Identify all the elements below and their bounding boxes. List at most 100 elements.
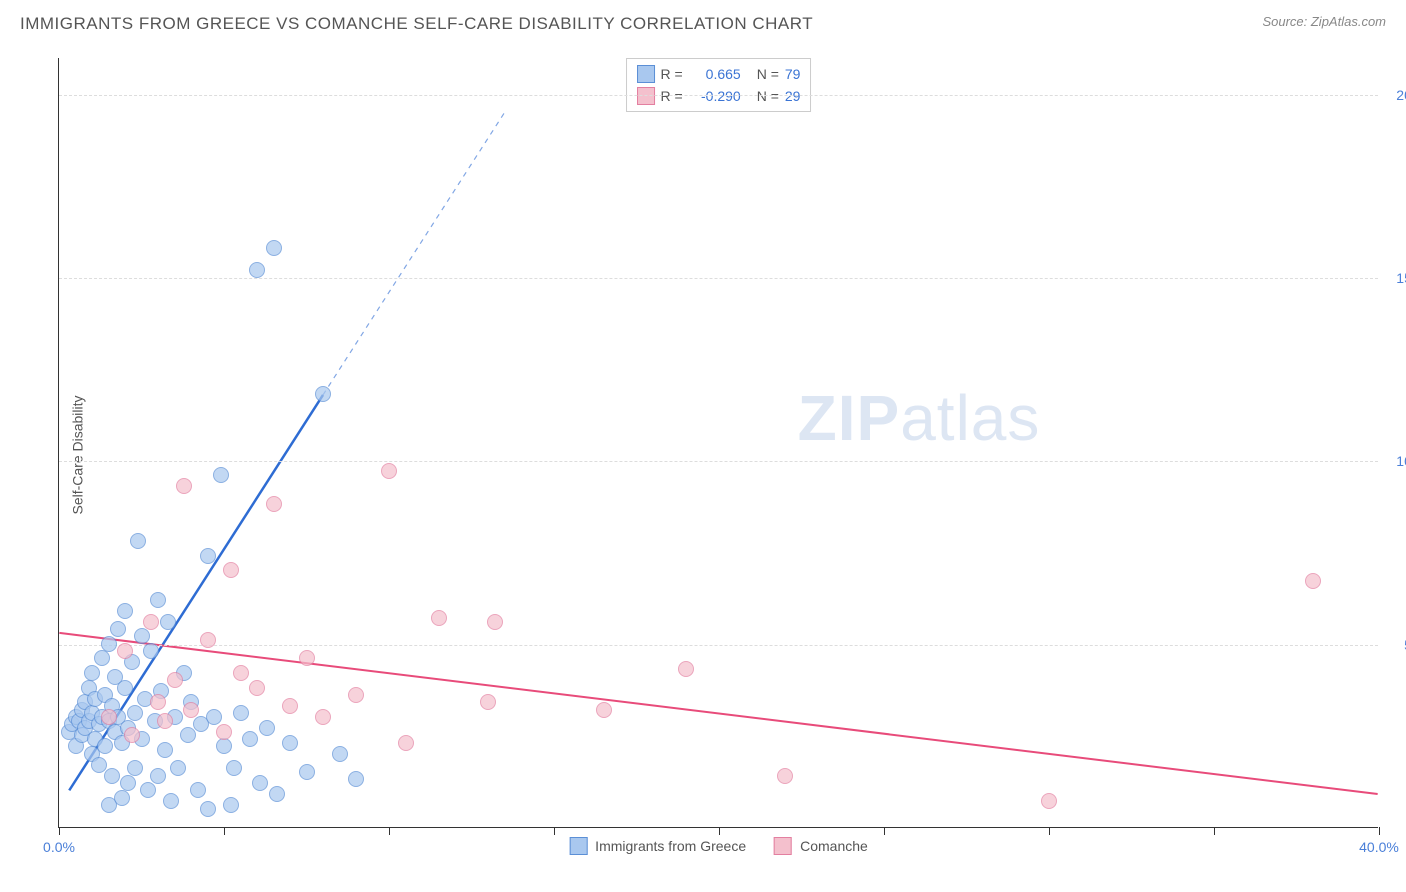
data-point [157, 713, 173, 729]
data-point [150, 694, 166, 710]
legend-swatch [774, 837, 792, 855]
data-point [143, 643, 159, 659]
y-tick-label: 10.0% [1396, 453, 1406, 469]
data-point [127, 705, 143, 721]
x-tick [59, 827, 60, 835]
trend-line-extension [323, 113, 504, 395]
data-point [97, 738, 113, 754]
data-point [249, 680, 265, 696]
data-point [269, 786, 285, 802]
data-point [678, 661, 694, 677]
data-point [348, 771, 364, 787]
data-point [332, 746, 348, 762]
data-point [266, 240, 282, 256]
data-point [242, 731, 258, 747]
legend-row: R =-0.290N =29 [637, 85, 801, 107]
data-point [480, 694, 496, 710]
data-point [117, 643, 133, 659]
r-label: R = [661, 66, 683, 82]
data-point [183, 702, 199, 718]
data-point [1305, 573, 1321, 589]
correlation-legend: R =0.665N =79R =-0.290N =29 [626, 58, 812, 112]
data-point [134, 628, 150, 644]
data-point [216, 738, 232, 754]
gridline-h [59, 278, 1378, 279]
chart-container: Self-Care Disability ZIPatlas R =0.665N … [48, 48, 1386, 862]
legend-row: R =0.665N =79 [637, 63, 801, 85]
r-label: R = [661, 88, 683, 104]
legend-label: Comanche [800, 838, 868, 854]
data-point [150, 768, 166, 784]
data-point [299, 650, 315, 666]
data-point [200, 548, 216, 564]
data-point [84, 665, 100, 681]
x-tick-label: 0.0% [43, 839, 75, 855]
data-point [226, 760, 242, 776]
legend-label: Immigrants from Greece [595, 838, 746, 854]
data-point [150, 592, 166, 608]
data-point [213, 467, 229, 483]
data-point [487, 614, 503, 630]
data-point [94, 650, 110, 666]
gridline-h [59, 95, 1378, 96]
data-point [180, 727, 196, 743]
data-point [140, 782, 156, 798]
data-point [233, 665, 249, 681]
x-tick [1214, 827, 1215, 835]
data-point [348, 687, 364, 703]
data-point [143, 614, 159, 630]
data-point [777, 768, 793, 784]
y-tick-label: 20.0% [1396, 87, 1406, 103]
data-point [315, 709, 331, 725]
data-point [299, 764, 315, 780]
x-tick [224, 827, 225, 835]
data-point [117, 603, 133, 619]
data-point [101, 636, 117, 652]
data-point [101, 709, 117, 725]
data-point [114, 790, 130, 806]
data-point [259, 720, 275, 736]
data-point [176, 478, 192, 494]
data-point [282, 735, 298, 751]
data-point [266, 496, 282, 512]
legend-item: Comanche [774, 837, 868, 855]
n-value: 79 [785, 66, 801, 82]
data-point [163, 793, 179, 809]
data-point [120, 775, 136, 791]
trend-line [59, 633, 1377, 794]
page-title: IMMIGRANTS FROM GREECE VS COMANCHE SELF-… [20, 14, 813, 34]
data-point [170, 760, 186, 776]
gridline-h [59, 461, 1378, 462]
watermark: ZIPatlas [798, 381, 1041, 455]
data-point [1041, 793, 1057, 809]
legend-swatch [569, 837, 587, 855]
x-tick-label: 40.0% [1359, 839, 1399, 855]
data-point [130, 533, 146, 549]
data-point [127, 760, 143, 776]
data-point [431, 610, 447, 626]
x-tick [884, 827, 885, 835]
data-point [596, 702, 612, 718]
data-point [216, 724, 232, 740]
data-point [249, 262, 265, 278]
data-point [252, 775, 268, 791]
data-point [398, 735, 414, 751]
r-value: 0.665 [689, 66, 741, 82]
n-label: N = [757, 88, 779, 104]
data-point [315, 386, 331, 402]
data-point [157, 742, 173, 758]
legend-swatch [637, 87, 655, 105]
data-point [167, 672, 183, 688]
data-point [124, 727, 140, 743]
r-value: -0.290 [689, 88, 741, 104]
gridline-h [59, 645, 1378, 646]
data-point [104, 768, 120, 784]
data-point [200, 632, 216, 648]
legend-swatch [637, 65, 655, 83]
x-tick [1379, 827, 1380, 835]
scatter-plot: ZIPatlas R =0.665N =79R =-0.290N =29 Imm… [58, 58, 1378, 828]
data-point [190, 782, 206, 798]
x-tick [1049, 827, 1050, 835]
x-tick [554, 827, 555, 835]
series-legend: Immigrants from Greece Comanche [569, 837, 868, 855]
